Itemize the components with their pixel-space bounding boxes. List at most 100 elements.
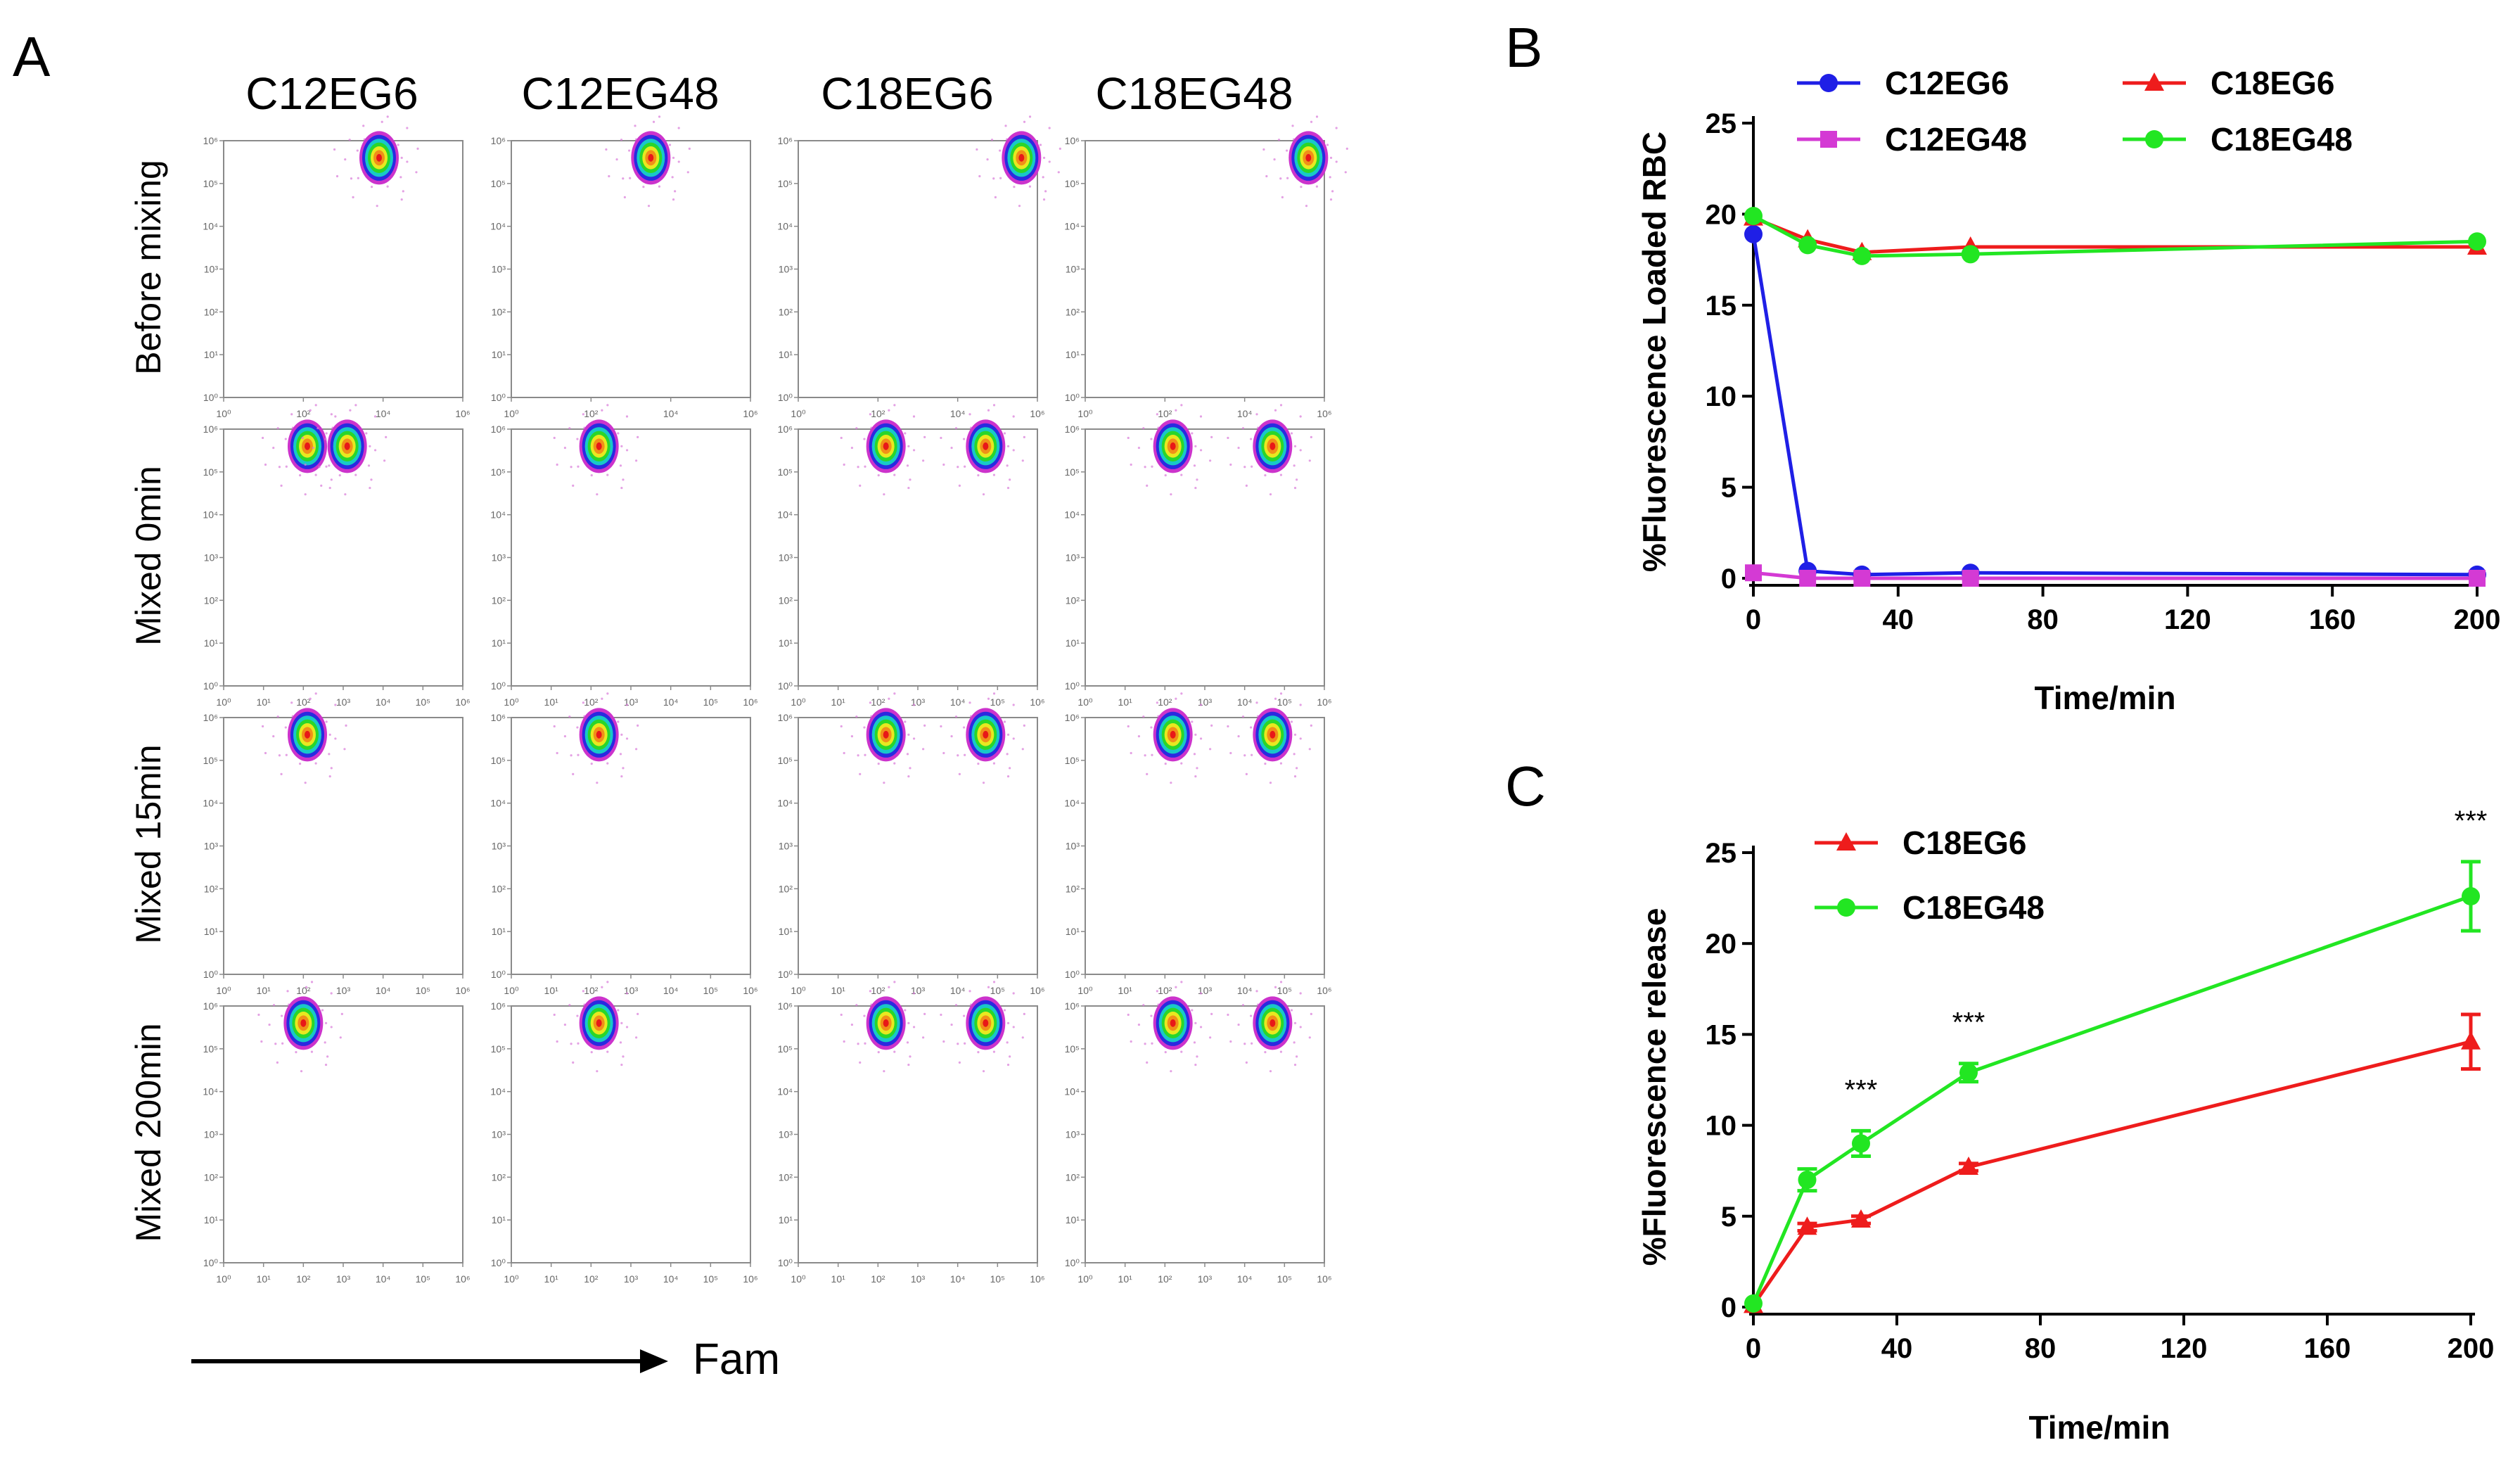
- stray-event-dot: [634, 125, 637, 127]
- x-tick-label: 10⁰: [216, 696, 231, 708]
- pc-legend-item: C18EG6: [1815, 824, 2026, 861]
- y-tick-label: 10⁴: [490, 1086, 506, 1097]
- stray-event-dot: [923, 1012, 926, 1015]
- stray-event-dot: [324, 1063, 328, 1066]
- stray-event-dot: [635, 1036, 638, 1039]
- stray-event-dot: [1012, 415, 1015, 418]
- x-tick-label: 10⁴: [376, 696, 391, 708]
- stray-event-dot: [1274, 409, 1277, 412]
- stray-event-dot: [345, 724, 347, 727]
- y-tick-label: 10⁵: [491, 466, 506, 478]
- y-tick-label: 10¹: [204, 1214, 219, 1225]
- stray-event-dot: [620, 486, 623, 490]
- density-contour: [596, 1019, 602, 1027]
- pb-x-tick-label: 0: [1746, 604, 1761, 635]
- y-tick-label: 10⁰: [203, 969, 219, 980]
- stray-event-dot: [367, 464, 371, 467]
- y-tick-label: 10⁶: [778, 424, 793, 435]
- y-tick-label: 10³: [779, 264, 793, 275]
- y-tick-label: 10¹: [779, 349, 793, 360]
- stray-event-dot: [260, 1040, 263, 1043]
- stray-event-dot: [1291, 125, 1294, 127]
- stray-event-dot: [863, 1014, 866, 1017]
- x-tick-label: 10⁵: [990, 696, 1005, 708]
- stray-event-dot: [978, 174, 981, 178]
- stray-event-dot: [1326, 144, 1329, 146]
- stray-event-dot: [570, 466, 573, 469]
- pc-series-c18eg48: [1744, 860, 2481, 1313]
- pb-y-tick-label: 15: [1706, 291, 1737, 321]
- stray-event-dot: [843, 1040, 845, 1043]
- stray-event-dot: [999, 177, 1002, 179]
- stray-event-dot: [576, 1014, 579, 1017]
- stray-event-dot: [850, 1023, 854, 1026]
- stray-event-dot: [324, 1021, 328, 1024]
- y-tick-label: 10⁵: [778, 178, 793, 189]
- x-tick-label: 10²: [584, 985, 599, 996]
- y-tick-label: 10⁴: [777, 798, 793, 809]
- stray-event-dot: [596, 782, 599, 784]
- density-contour: [648, 153, 654, 162]
- stray-event-dot: [304, 493, 307, 496]
- pb-legend-item: C12EG48: [1797, 121, 2027, 158]
- density-contour: [983, 730, 989, 739]
- x-tick-label: 10⁰: [791, 408, 806, 419]
- pb-data-point: [1744, 206, 1763, 225]
- stray-event-dot: [280, 484, 283, 487]
- panel-c-legend: C18EG6 C18EG48: [1815, 824, 2045, 926]
- stray-event-dot: [942, 463, 945, 466]
- stray-event-dot: [1296, 1055, 1298, 1058]
- pc-x-tick-label: 40: [1881, 1333, 1913, 1364]
- plot-frame: [511, 1005, 751, 1263]
- y-tick-label: 10⁴: [203, 1086, 218, 1097]
- x-tick-label: 10⁴: [376, 1273, 391, 1285]
- stray-event-dot: [1039, 144, 1042, 146]
- stray-event-dot: [1286, 149, 1288, 152]
- cell-population: [553, 692, 639, 784]
- plot-frame: [223, 1005, 463, 1263]
- stray-event-dot: [1299, 737, 1302, 740]
- pb-series-c12eg48: [1745, 564, 2486, 587]
- stray-event-dot: [328, 775, 331, 778]
- panel-c-series: [1744, 860, 2481, 1313]
- y-tick-label: 10³: [1066, 1129, 1080, 1140]
- y-tick-label: 10⁶: [1065, 1000, 1080, 1012]
- scatter-plot-cell: 10⁰ 10¹ 10² 10³ 10⁴ 10⁵ 10⁶ 10⁰ 10² 10⁴ 10⁶: [203, 115, 471, 419]
- stray-event-dot: [406, 127, 409, 129]
- row-labels: Before mixing Mixed 0min Mixed 15min Mix…: [129, 160, 168, 1242]
- stray-event-dot: [1293, 775, 1297, 778]
- stray-event-dot: [1175, 409, 1177, 412]
- stray-event-dot: [354, 404, 357, 407]
- stray-event-dot: [1156, 990, 1158, 993]
- stray-event-dot: [1144, 1043, 1146, 1045]
- stray-event-dot: [990, 139, 994, 141]
- y-tick-label: 10²: [492, 1171, 506, 1183]
- scatter-plot-cell: 10⁰ 10¹ 10² 10³ 10⁴ 10⁵ 10⁶ 10⁰ 10² 10⁴ 10⁶: [490, 115, 758, 419]
- x-tick-label: 10⁰: [791, 1273, 806, 1285]
- stray-event-dot: [257, 1013, 260, 1017]
- stray-event-dot: [963, 726, 966, 729]
- stray-event-dot: [1273, 158, 1276, 161]
- stray-event-dot: [1264, 474, 1267, 477]
- stray-event-dot: [1028, 115, 1032, 118]
- stray-event-dot: [402, 190, 404, 193]
- stray-event-dot: [1300, 186, 1303, 189]
- x-tick-label: 10¹: [831, 1273, 846, 1285]
- panel-c-significance-marks: *** *** ***: [1845, 805, 2488, 1105]
- stray-event-dot: [1194, 1021, 1197, 1024]
- scatter-plot-cell: 10⁰ 10¹ 10² 10³ 10⁴ 10⁵ 10⁶ 10⁰ 10¹ 10² 10³ 10⁴ 10⁵ 1…: [203, 692, 471, 996]
- cell-population: [261, 692, 347, 784]
- stray-event-dot: [1274, 697, 1277, 700]
- stray-event-dot: [907, 1063, 910, 1066]
- plot-frame: [798, 1005, 1038, 1263]
- y-tick-label: 10⁴: [203, 509, 218, 521]
- column-header: C18EG6: [821, 68, 993, 119]
- stray-event-dot: [1269, 493, 1272, 496]
- stray-event-dot: [416, 147, 419, 150]
- stray-event-dot: [576, 438, 579, 440]
- cell-population: [1127, 981, 1213, 1073]
- stray-event-dot: [1243, 466, 1246, 469]
- y-tick-label: 10⁰: [778, 1257, 793, 1268]
- stray-event-dot: [840, 436, 843, 440]
- stray-event-dot: [330, 767, 333, 770]
